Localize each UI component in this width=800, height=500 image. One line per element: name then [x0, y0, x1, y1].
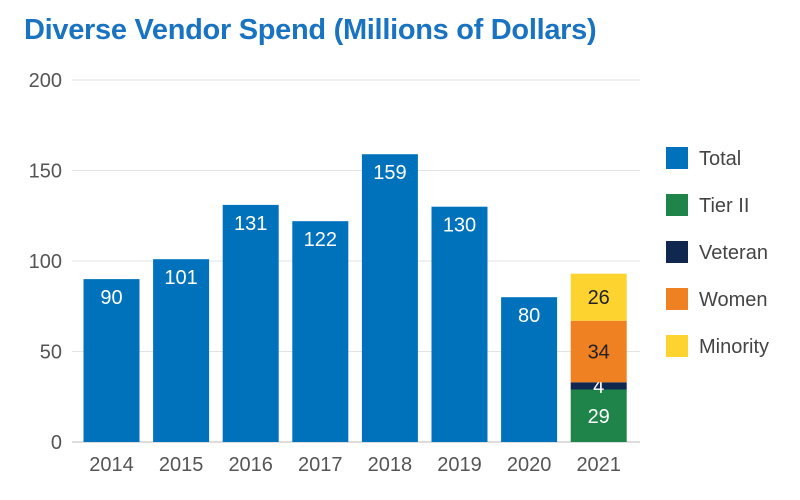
legend-entry: Minority — [699, 336, 769, 358]
legend-entry: Total — [699, 148, 741, 170]
chart-title: Diverse Vendor Spend (Millions of Dollar… — [24, 14, 597, 46]
legend-swatch — [666, 241, 688, 263]
x-tick-label: 2017 — [298, 454, 343, 476]
bar — [222, 204, 279, 442]
y-tick-label: 50 — [40, 342, 62, 364]
legend-entry: Tier II — [699, 195, 749, 217]
data-label: 26 — [588, 287, 610, 309]
legend-swatch — [666, 335, 688, 357]
legend-entry: Women — [699, 289, 768, 311]
data-label: 101 — [164, 267, 197, 289]
x-tick-label: 2018 — [368, 454, 413, 476]
x-tick-label: 2021 — [576, 454, 621, 476]
y-tick-label: 0 — [51, 432, 62, 454]
x-tick-label: 2016 — [228, 454, 273, 476]
bar — [501, 297, 558, 442]
y-tick-label: 200 — [29, 70, 62, 92]
bar — [292, 221, 349, 442]
y-tick-label: 150 — [29, 161, 62, 183]
legend-entry: Veteran — [699, 242, 768, 264]
data-label: 34 — [588, 342, 610, 364]
stacked-segment — [570, 382, 627, 390]
stacked-segment — [570, 273, 627, 321]
data-label: 4 — [593, 376, 604, 398]
bar — [361, 154, 418, 442]
data-label: 122 — [304, 229, 337, 251]
bar — [153, 259, 210, 442]
y-tick-label: 100 — [29, 251, 62, 273]
data-label: 29 — [588, 406, 610, 428]
stacked-segment — [570, 320, 627, 383]
x-tick-label: 2020 — [507, 454, 552, 476]
data-label: 80 — [518, 305, 540, 327]
x-tick-label: 2019 — [437, 454, 482, 476]
stacked-segment — [570, 389, 627, 442]
x-tick-label: 2015 — [159, 454, 204, 476]
data-label: 131 — [234, 213, 267, 235]
data-label: 130 — [443, 215, 476, 237]
bar — [431, 206, 488, 442]
legend-swatch — [666, 288, 688, 310]
data-label: 90 — [100, 287, 122, 309]
x-tick-label: 2014 — [89, 454, 134, 476]
legend-swatch — [666, 194, 688, 216]
bar — [83, 279, 140, 442]
legend-swatch — [666, 147, 688, 169]
data-label: 159 — [373, 162, 406, 184]
